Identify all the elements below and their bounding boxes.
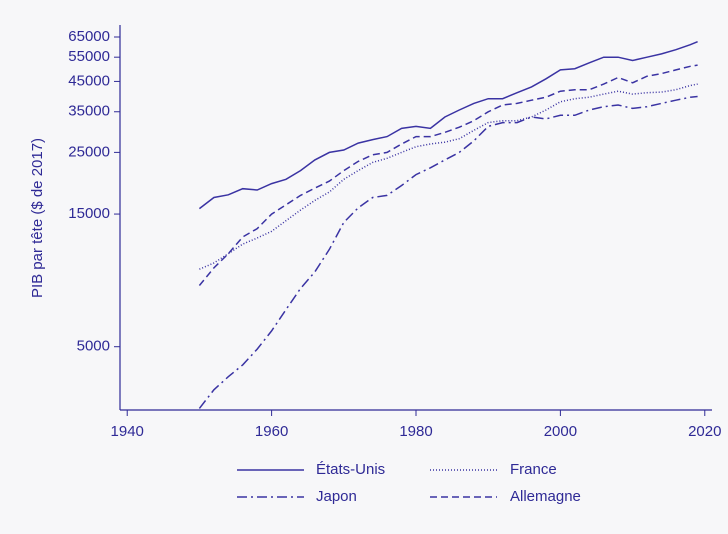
y-axis-label: PIB par tête ($ de 2017) <box>29 138 46 298</box>
y-tick-label: 25000 <box>68 143 110 160</box>
y-tick-label: 5000 <box>77 338 110 355</box>
x-tick-label: 2000 <box>544 423 577 440</box>
x-tick-label: 1940 <box>111 423 144 440</box>
legend-label: États-Unis <box>316 461 385 478</box>
legend-label: France <box>510 461 557 478</box>
y-tick-label: 35000 <box>68 103 110 120</box>
legend-label: Allemagne <box>510 488 581 505</box>
series-line <box>198 41 698 210</box>
legend-label: Japon <box>316 488 357 505</box>
x-tick-label: 1980 <box>399 423 432 440</box>
y-tick-label: 15000 <box>68 205 110 222</box>
series-line <box>198 64 698 286</box>
x-tick-label: 2020 <box>688 423 721 440</box>
y-tick-label: 45000 <box>68 72 110 89</box>
y-tick-label: 55000 <box>68 48 110 65</box>
series-line <box>198 95 698 409</box>
series-line <box>199 83 698 270</box>
x-tick-label: 1960 <box>255 423 288 440</box>
y-tick-label: 65000 <box>68 28 110 45</box>
